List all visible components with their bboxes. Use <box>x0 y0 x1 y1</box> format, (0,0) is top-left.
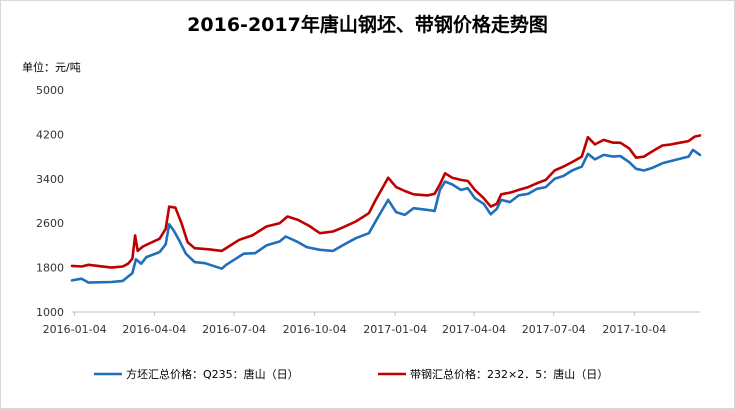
y-tick-label: 1000 <box>36 306 64 319</box>
y-axis-unit-label: 单位：元/吨 <box>22 61 81 74</box>
x-tick-label: 2017-07-04 <box>522 323 586 336</box>
x-tick-label: 2017-01-04 <box>363 323 427 336</box>
y-tick-label: 5000 <box>36 84 64 97</box>
legend-label-1: 方坯汇总价格：Q235：唐山（日） <box>126 367 299 381</box>
chart-title: 2016-2017年唐山钢坯、带钢价格走势图 <box>187 14 548 36</box>
axes: 1000 1800 2600 3400 4200 5000 2016-01-04 2016-0… <box>36 84 700 336</box>
y-tick-label: 3400 <box>36 173 64 186</box>
x-tick-label: 2016-04-04 <box>122 323 186 336</box>
y-tick-label: 1800 <box>36 262 64 275</box>
x-tick-label: 2017-10-04 <box>602 323 666 336</box>
y-tick-label: 4200 <box>36 128 64 141</box>
x-tick-label: 2016-07-04 <box>202 323 266 336</box>
legend: 方坯汇总价格：Q235：唐山（日） 带钢汇总价格：232×2．5：唐山（日） <box>94 367 608 381</box>
y-tick-label: 2600 <box>36 217 64 230</box>
x-tick-label: 2017-04-04 <box>442 323 506 336</box>
series-line-1 <box>70 148 702 284</box>
legend-label-2: 带钢汇总价格：232×2．5：唐山（日） <box>410 367 608 381</box>
series-line-2 <box>70 134 702 269</box>
series-layer <box>70 134 702 284</box>
x-tick-label: 2016-10-04 <box>283 323 347 336</box>
x-tick-label: 2016-01-04 <box>43 323 107 336</box>
